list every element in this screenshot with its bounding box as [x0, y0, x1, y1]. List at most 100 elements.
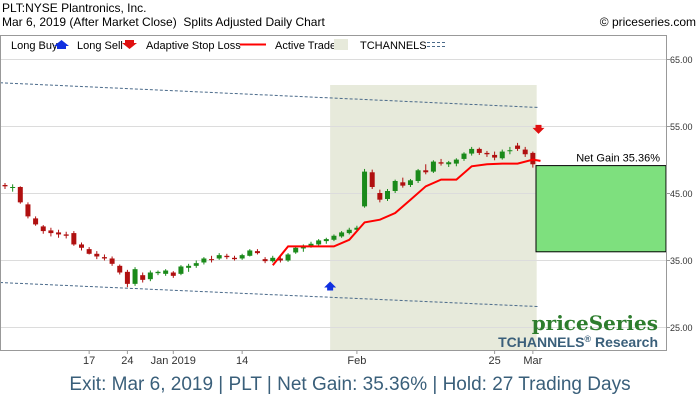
candle-body — [507, 150, 513, 152]
net-gain-layer — [535, 165, 667, 253]
legend-active-trade-label: Active Trade — [275, 40, 336, 52]
adaptive-stop-layer — [272, 158, 541, 266]
legend-long-buy-label: Long Buy — [11, 40, 58, 52]
candle-body — [407, 180, 413, 185]
y-tick-label: 35.00 — [670, 256, 693, 266]
candle-body — [331, 235, 337, 240]
candle-body — [140, 275, 146, 280]
candle-body — [293, 247, 299, 253]
candle-body — [216, 255, 222, 259]
candle-body — [385, 190, 390, 200]
candle-body — [201, 258, 207, 263]
candle-body — [163, 270, 169, 274]
candle-body — [247, 250, 253, 256]
candle-body — [354, 227, 360, 230]
candle-body — [71, 233, 77, 245]
candle-body — [339, 232, 345, 237]
candle-body — [56, 232, 62, 235]
candle-body — [423, 170, 429, 173]
candle-body — [17, 186, 23, 203]
candle-body — [415, 170, 421, 181]
candle-body — [147, 272, 153, 280]
candle-body — [277, 258, 283, 261]
active-trade-swatch — [334, 39, 348, 50]
candle-body — [438, 162, 444, 164]
x-tick-label: Mar — [523, 355, 542, 367]
candle-body — [515, 145, 521, 149]
candle-body — [33, 218, 39, 225]
y-tick-label: 25.00 — [670, 323, 693, 333]
y-tick-label: 65.00 — [670, 55, 693, 65]
chart-subtitle: Mar 6, 2019 (After Market Close) Splits … — [2, 15, 325, 29]
candle-body — [461, 153, 467, 159]
candle-body — [453, 159, 459, 164]
net-gain-label: Net Gain 35.36% — [576, 153, 660, 165]
candle-body — [2, 184, 8, 187]
x-tick-label: 25 — [488, 355, 500, 367]
candle-body — [285, 254, 291, 261]
long-sell-arrow — [532, 124, 545, 134]
candle-body — [193, 263, 199, 266]
candle-body — [101, 257, 107, 259]
x-tick-label: Jan 2019 — [151, 355, 196, 367]
exit-summary: Exit: Mar 6, 2019 | PLT | Net Gain: 35.3… — [69, 374, 631, 395]
candle-body — [254, 251, 260, 254]
candle-body — [155, 271, 161, 274]
candle-body — [109, 258, 115, 264]
candle-body — [469, 148, 475, 154]
candlesticks — [2, 142, 536, 288]
candle-body — [323, 239, 329, 242]
candle-body — [392, 180, 398, 191]
candle-body — [239, 255, 245, 259]
candle-body — [25, 204, 31, 217]
net-gain-box — [535, 165, 667, 253]
candle-body — [476, 148, 482, 153]
candle-body — [86, 249, 92, 254]
candle-body — [270, 257, 276, 262]
long-buy-arrow — [324, 281, 337, 291]
candle-body — [117, 265, 123, 273]
candle-body — [346, 229, 352, 234]
candle-body — [224, 255, 230, 258]
long-buy-arrow-icon — [54, 40, 69, 49]
x-tick-label: Feb — [347, 355, 366, 367]
candle-body — [446, 162, 452, 165]
candle-body — [362, 171, 368, 207]
legend-long-sell-label: Long Sell — [77, 40, 123, 52]
y-axis: 65.00 55.00 45.00 35.00 25.00 — [666, 55, 693, 333]
candle-body — [79, 244, 84, 248]
tchannels-research-brand: TCHANNELS® Research — [498, 334, 658, 350]
chart-title: PLT:NYSE Plantronics, Inc. — [2, 1, 147, 15]
candle-body — [94, 253, 100, 257]
x-axis: 17 24 Jan 2019 14 Feb 25 Mar — [83, 350, 543, 367]
candle-body — [430, 161, 436, 172]
candle-body — [369, 172, 375, 187]
candle-body — [170, 272, 176, 276]
legend-adaptive-stop-label: Adaptive Stop Loss — [146, 40, 241, 52]
candle-body — [40, 226, 46, 232]
candle-body — [63, 234, 69, 236]
legend-tchannels-label: TCHANNELS — [360, 40, 427, 52]
x-tick-label: 17 — [83, 355, 95, 367]
candle-body — [132, 269, 138, 284]
candle-body — [124, 271, 130, 284]
copyright-label: © priceseries.com — [600, 15, 696, 29]
x-tick-label: 14 — [236, 355, 248, 367]
candle-body — [522, 149, 528, 155]
y-tick-label: 55.00 — [670, 122, 693, 132]
x-tick-label: 24 — [121, 355, 133, 367]
candle-body — [316, 240, 322, 245]
trade-arrows — [324, 124, 545, 291]
candle-body — [484, 152, 490, 155]
adaptive-stop-line — [272, 158, 541, 266]
candle-body — [10, 186, 16, 188]
candle-body — [232, 257, 237, 260]
candle-body — [186, 265, 192, 268]
candle-body — [178, 266, 184, 274]
y-tick-label: 45.00 — [670, 189, 693, 199]
priceseries-logo: priceSeries — [532, 311, 658, 335]
candle-body — [48, 230, 54, 234]
candle-body — [400, 182, 406, 186]
